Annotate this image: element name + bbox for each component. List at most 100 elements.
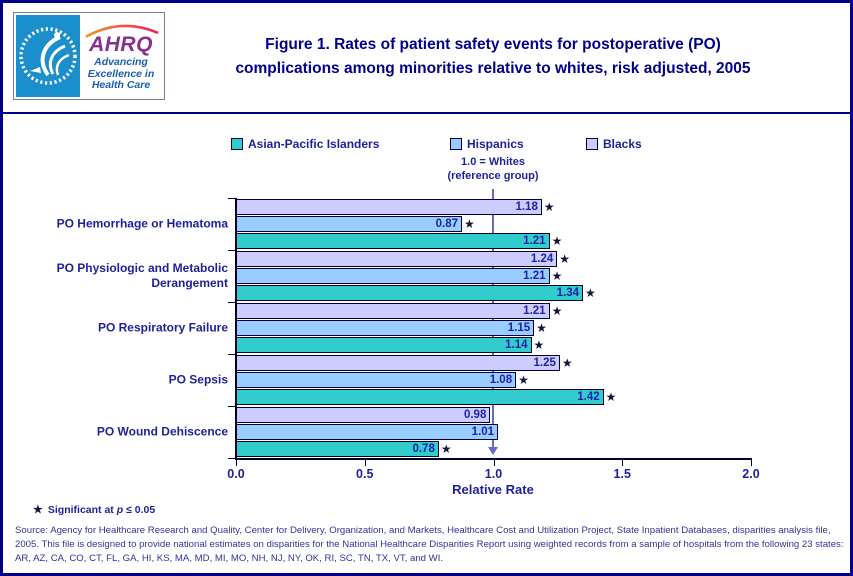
ahrq-logo-text-block: AHRQ Advancing Excellence in Health Care [80, 15, 162, 97]
bar-value-label: 1.08 [489, 374, 513, 386]
hhs-seal-icon [16, 15, 80, 97]
bar-row: 1.18 ★ [236, 199, 751, 215]
bar-value-label: 1.18 [515, 201, 538, 213]
category-label: PO Physiologic and Metabolic Derangement [56, 261, 228, 290]
x-axis-tick-label: 0.0 [227, 467, 245, 481]
category-label: PO Respiratory Failure [97, 320, 228, 335]
bar-row: 1.14 ★ [236, 337, 751, 353]
reference-annotation-line2: (reference group) [447, 170, 539, 182]
bar-value-label: 1.25 [533, 357, 556, 369]
bar-row: 1.21 ★ [236, 303, 751, 319]
x-axis-tick-label: 1.5 [613, 467, 631, 481]
bar-value-label: 0.78 [412, 443, 435, 455]
bar-row: 1.42 ★ [236, 389, 751, 405]
category-label: PO Hemorrhage or Hematoma [56, 216, 228, 231]
bar-row: 1.25 ★ [236, 355, 751, 371]
y-axis-tick [228, 250, 236, 251]
legend-label: Asian-Pacific Islanders [248, 137, 380, 151]
bar-value-label: 1.01 [471, 426, 495, 438]
header-divider [3, 112, 850, 114]
x-axis-tick [622, 460, 624, 466]
bar-hispanics: 1.15 ★ [236, 320, 547, 336]
legend-swatch-icon [450, 138, 462, 150]
significance-star-icon: ★ [518, 373, 529, 387]
bar-asian-pacific-islanders: 1.14 ★ [236, 337, 544, 353]
legend-item-hispanics: Hispanics [450, 137, 524, 151]
bar-value-label: 0.98 [463, 409, 487, 421]
tagline-line3: Health Care [91, 79, 151, 91]
bar-hispanics: 1.21 ★ [236, 268, 562, 284]
tagline-line2: Excellence in [87, 67, 155, 80]
x-axis-tick-label: 1.0 [484, 467, 503, 481]
bar-asian-pacific-islanders: 0.78 ★ [236, 441, 452, 457]
significance-star-icon: ★ [464, 217, 475, 231]
significance-star-icon: ★ [559, 252, 571, 266]
bar-row: 1.24 ★ [236, 251, 751, 267]
legend-item-asian-pacific-islanders: Asian-Pacific Islanders [231, 137, 379, 151]
bar-row: 1.08 ★ [236, 372, 751, 388]
bar-value-label: 1.24 [530, 253, 554, 265]
bar-asian-pacific-islanders: 1.21 ★ [236, 233, 562, 249]
reference-line-arrow-icon [488, 447, 498, 455]
bar-hispanics: 0.87 ★ [236, 216, 475, 232]
bar-asian-pacific-islanders: 1.34 ★ [236, 285, 596, 301]
reference-annotation-line1: 1.0 = Whites [461, 156, 525, 168]
x-axis-tick [236, 460, 237, 466]
significance-star-icon: ★ [533, 338, 545, 352]
bar-group: 1.21 ★ 1.15 ★ 1.14 ★ [236, 302, 751, 354]
bar-row: 0.78 ★ [236, 441, 751, 457]
figure-title-line1: Figure 1. Rates of patient safety events… [265, 36, 721, 53]
footnote-text-after: ≤ 0.05 [126, 504, 156, 516]
legend-label: Blacks [603, 137, 642, 151]
footnote-text-before: Significant at [47, 504, 114, 516]
figure-title: Figure 1. Rates of patient safety events… [143, 33, 843, 81]
bar-value-label: 1.34 [556, 287, 580, 299]
x-axis-tick [364, 460, 366, 466]
category-label: PO Sepsis [168, 372, 228, 387]
bar-group: 0.98 1.01 0.78 ★ [236, 406, 751, 458]
significance-star-icon: ★ [605, 390, 617, 404]
source-text: Source: Agency for Healthcare Research a… [15, 525, 844, 564]
ahrq-arc-icon [85, 24, 159, 38]
footnote-p-symbol: p [116, 504, 124, 516]
bar-group: 1.18 ★ 0.87 ★ 1.21 ★ [236, 198, 751, 250]
bar-row: 1.34 ★ [236, 285, 751, 301]
significance-star-icon: ★ [551, 234, 563, 248]
bar-row: 0.87 ★ [236, 216, 751, 232]
y-axis-tick [228, 458, 236, 459]
y-axis-tick [228, 406, 236, 407]
significance-footnote: ★ Significant at p ≤ 0.05 [33, 503, 155, 516]
bar-row: 1.01 [236, 424, 751, 440]
ahrq-tagline: Advancing Excellence in Health Care [80, 56, 162, 92]
x-axis-title: Relative Rate [452, 482, 534, 497]
significance-star-icon: ★ [543, 200, 555, 214]
bar-asian-pacific-islanders: 1.42 ★ [236, 389, 616, 405]
significance-star-icon: ★ [585, 286, 596, 300]
significance-star-icon: ★ [561, 356, 573, 370]
bar-value-label: 0.87 [435, 218, 459, 230]
tagline-line1: Advancing [94, 56, 148, 68]
bar-value-label: 1.21 [523, 270, 546, 282]
bar-group: 1.25 ★ 1.08 ★ 1.42 ★ [236, 354, 751, 406]
bar-blacks: 1.25 ★ [236, 355, 573, 371]
bar-hispanics: 1.08 ★ [236, 372, 529, 388]
x-axis-tick [493, 460, 495, 466]
x-axis-tick [751, 460, 752, 466]
bar-value-label: 1.21 [523, 235, 546, 247]
y-axis-tick [228, 354, 236, 355]
legend-swatch-icon [586, 138, 598, 150]
significance-star-icon: ★ [440, 442, 452, 456]
legend-swatch-icon [231, 138, 243, 150]
figure-title-line2: complications among minorities relative … [235, 60, 751, 77]
bar-blacks: 0.98 [236, 407, 491, 423]
y-axis-tick [228, 198, 236, 199]
bar-value-label: 1.21 [523, 305, 546, 317]
significance-star-icon: ★ [536, 321, 547, 335]
bar-value-label: 1.14 [505, 339, 528, 351]
bar-row: 1.15 ★ [236, 320, 751, 336]
bar-row: 1.21 ★ [236, 233, 751, 249]
bar-value-label: 1.42 [577, 391, 600, 403]
bar-group: 1.24 ★ 1.21 ★ 1.34 ★ [236, 250, 751, 302]
bar-value-label: 1.15 [507, 322, 531, 334]
